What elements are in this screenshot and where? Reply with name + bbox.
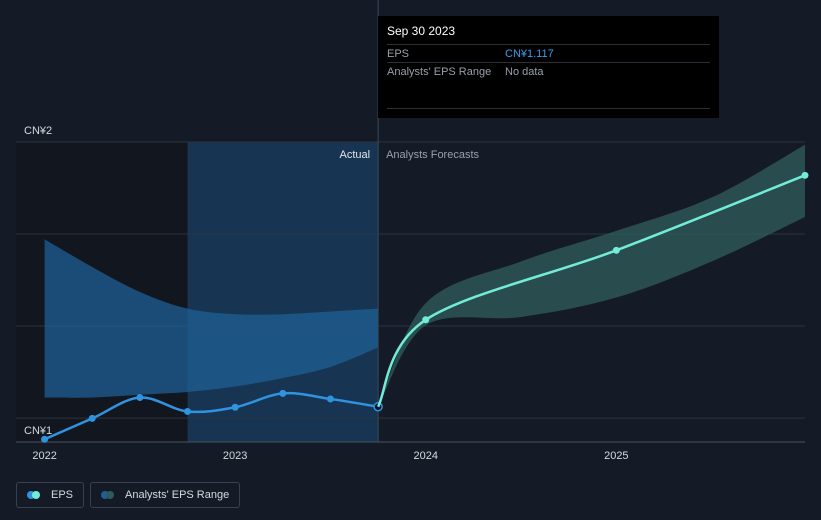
actual-eps-point xyxy=(279,389,287,397)
legend-eps-button[interactable]: EPS xyxy=(16,482,85,508)
forecast-eps-point xyxy=(422,316,430,324)
tooltip-range-row: Analysts' EPS Range No data xyxy=(387,62,710,80)
x-tick-label: 2025 xyxy=(604,450,628,462)
chart-legend: EPS Analysts' EPS Range xyxy=(16,482,241,508)
y-tick-label: CN¥2 xyxy=(24,125,52,137)
tooltip-divider xyxy=(387,108,710,109)
y-tick-label: CN¥1 xyxy=(24,425,52,437)
legend-range-button[interactable]: Analysts' EPS Range xyxy=(90,482,241,508)
actual-range-band xyxy=(44,239,379,398)
forecast-eps-line xyxy=(376,174,806,408)
actual-eps-line xyxy=(44,391,379,441)
forecast-eps-point xyxy=(801,171,809,179)
actual-eps-point xyxy=(136,394,144,402)
tooltip-range-value: No data xyxy=(505,65,544,78)
actual-eps-point xyxy=(41,435,49,443)
x-tick-label: 2023 xyxy=(223,450,247,462)
actual-label: Actual xyxy=(340,149,371,161)
eps-legend-icon xyxy=(27,491,43,499)
tooltip-range-label: Analysts' EPS Range xyxy=(387,65,492,78)
tooltip-eps-label: EPS xyxy=(387,47,410,60)
legend-eps-label: EPS xyxy=(51,489,74,501)
tooltip-eps-row: EPS CN¥1.117 xyxy=(387,44,710,62)
forecast-eps-point xyxy=(612,246,620,254)
chart-tooltip: Sep 30 2023 EPS CN¥1.117 Analysts' EPS R… xyxy=(378,16,719,118)
tooltip-date: Sep 30 2023 xyxy=(387,24,456,38)
forecast-range-band xyxy=(378,144,805,407)
legend-range-label: Analysts' EPS Range xyxy=(125,489,230,501)
x-tick-label: 2022 xyxy=(32,450,56,462)
x-tick-label: 2024 xyxy=(414,450,438,462)
actual-eps-point xyxy=(326,395,334,403)
actual-eps-point xyxy=(231,403,239,411)
highlight-region xyxy=(187,142,379,442)
tooltip-eps-value: CN¥1.117 xyxy=(505,47,554,60)
range-legend-icon xyxy=(101,491,117,499)
actual-eps-point xyxy=(88,414,96,422)
forecast-label: Analysts Forecasts xyxy=(386,149,479,161)
actual-eps-point xyxy=(184,407,192,415)
